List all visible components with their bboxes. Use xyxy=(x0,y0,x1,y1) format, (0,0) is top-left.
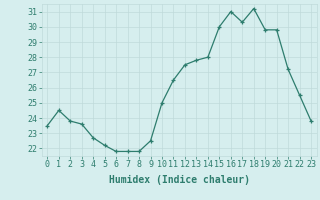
X-axis label: Humidex (Indice chaleur): Humidex (Indice chaleur) xyxy=(109,175,250,185)
